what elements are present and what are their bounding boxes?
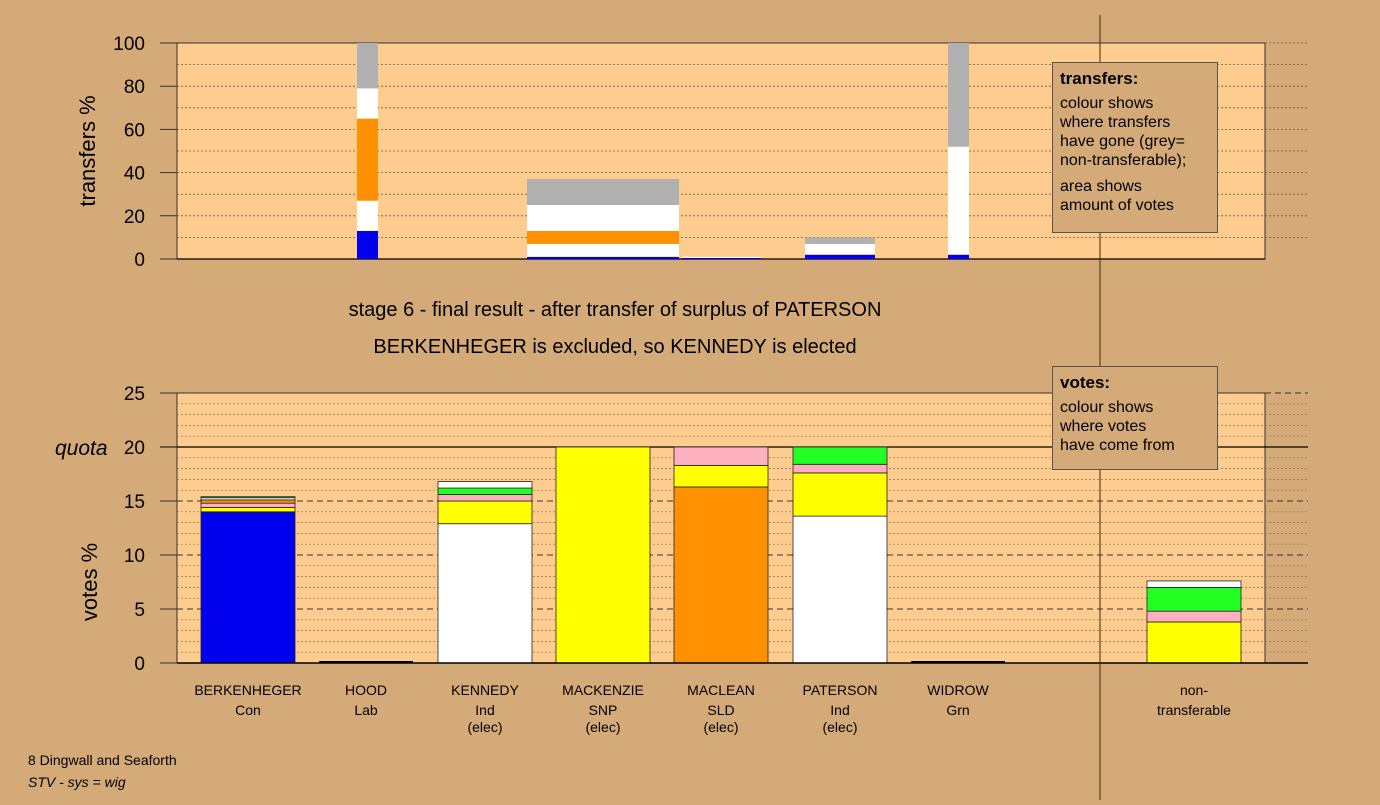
transfer-bar-segment <box>357 118 378 201</box>
vote-bar-segment <box>200 507 296 513</box>
transfers-tick-label: 80 <box>124 77 145 98</box>
transfer-bar-segment <box>948 43 969 147</box>
transfer-bar-segment <box>682 257 761 259</box>
votes-tick-label: 0 <box>134 654 145 675</box>
candidate-party-label: SLD <box>707 702 734 718</box>
candidate-status-label: (elec) <box>703 719 738 735</box>
transfer-bar-segment <box>805 243 875 255</box>
votes-y-axis-label: votes % <box>77 543 102 621</box>
transfer-bar-segment <box>682 256 761 258</box>
vote-bar-segment <box>200 511 296 664</box>
transfers-legend-line: have gone (grey= <box>1060 133 1185 150</box>
transfers-tick-label: 40 <box>124 164 145 185</box>
transfers-tick-label: 20 <box>124 207 145 228</box>
transfer-bar-segment <box>948 146 969 255</box>
votes-legend-line: colour shows <box>1060 399 1154 416</box>
transfer-bar-segment <box>527 179 679 205</box>
transfers-tick-label: 0 <box>134 250 145 271</box>
quota-label: quota <box>55 437 108 460</box>
candidate-name-label: MACKENZIE <box>562 682 644 698</box>
transfers-legend-line: area shows <box>1060 178 1142 195</box>
votes-tick-label: 15 <box>124 492 145 513</box>
vote-bar-segment <box>673 446 769 466</box>
vote-bar-segment <box>200 502 296 508</box>
vote-bar-segment <box>437 500 533 525</box>
footer-system: STV - sys = wig <box>28 774 126 790</box>
vote-bar-segment <box>1146 587 1242 612</box>
transfer-bar-segment <box>527 205 679 231</box>
candidate-name-label: WIDROW <box>927 682 989 698</box>
stage-title: stage 6 - final result - after transfer … <box>348 299 882 321</box>
candidate-party-label: transferable <box>1157 702 1231 718</box>
transfers-legend: transfers: colour shows where transfers … <box>1052 62 1218 233</box>
candidate-name-label: MACLEAN <box>687 682 755 698</box>
vote-bar-segment <box>437 487 533 495</box>
vote-bar-segment <box>673 464 769 488</box>
transfer-bar-segment <box>948 254 969 259</box>
vote-bar-segment <box>792 515 888 664</box>
vote-bar-segment <box>792 463 888 474</box>
transfers-y-axis-label: transfers % <box>75 95 100 206</box>
transfer-bar-segment <box>357 200 378 231</box>
candidate-party-label: Ind <box>830 702 849 718</box>
votes-tick-label: 10 <box>124 546 145 567</box>
transfer-bar-segment <box>527 230 679 244</box>
votes-legend-title: votes: <box>1060 373 1111 392</box>
vote-bar-segment <box>792 472 888 517</box>
votes-tick-label: 20 <box>124 438 145 459</box>
transfers-legend-line: where transfers <box>1060 114 1171 131</box>
transfer-bar-segment <box>805 254 875 259</box>
candidate-party-label: Grn <box>946 702 969 718</box>
candidate-party-label: SNP <box>589 702 618 718</box>
transfers-tick-label: 100 <box>113 34 145 55</box>
votes-legend-line: where votes <box>1060 418 1147 435</box>
candidate-name-label: PATERSON <box>803 682 878 698</box>
votes-legend-line: have come from <box>1060 437 1175 454</box>
vote-bar-segment <box>555 446 651 664</box>
transfers-tick-label: 60 <box>124 120 145 141</box>
candidate-name-label: BERKENHEGER <box>194 682 301 698</box>
stage-subtitle: BERKENHEGER is excluded, so KENNEDY is e… <box>373 336 857 358</box>
transfers-legend-line: amount of votes <box>1060 197 1174 214</box>
transfer-bar-segment <box>357 43 378 89</box>
candidate-status-label: (elec) <box>585 719 620 735</box>
transfer-bar-segment <box>357 88 378 119</box>
vote-bar-segment <box>200 496 296 499</box>
vote-bar-segment <box>792 446 888 465</box>
vote-bar-segment <box>673 486 769 664</box>
candidate-name-label: HOOD <box>345 682 387 698</box>
transfers-legend-line: non-transferable); <box>1060 152 1187 169</box>
transfers-legend-title: transfers: <box>1060 69 1139 88</box>
footer-constituency: 8 Dingwall and Seaforth <box>28 752 177 768</box>
transfer-bar-segment <box>357 230 378 259</box>
vote-bar-segment <box>200 499 296 504</box>
vote-bar-segment <box>1146 621 1242 664</box>
vote-bar-segment <box>437 481 533 489</box>
transfer-bar-segment <box>527 256 679 259</box>
candidate-status-label: (elec) <box>467 719 502 735</box>
votes-tick-label: 25 <box>124 384 145 405</box>
vote-bar-segment <box>1146 610 1242 623</box>
candidate-status-label: (elec) <box>822 719 857 735</box>
votes-legend: votes: colour shows where votes have com… <box>1052 366 1218 470</box>
candidate-name-label: KENNEDY <box>451 682 519 698</box>
vote-bar-segment <box>437 523 533 664</box>
transfer-bar-segment <box>527 243 679 257</box>
vote-bar-segment <box>437 494 533 502</box>
transfers-legend-line: colour shows <box>1060 95 1154 112</box>
candidate-party-label: Con <box>235 702 261 718</box>
transfer-bar-segment <box>805 237 875 244</box>
votes-tick-label: 5 <box>134 600 145 621</box>
candidate-name-label: non- <box>1180 682 1208 698</box>
candidate-party-label: Lab <box>354 702 378 718</box>
vote-bar-segment <box>1146 580 1242 588</box>
candidate-party-label: Ind <box>475 702 494 718</box>
